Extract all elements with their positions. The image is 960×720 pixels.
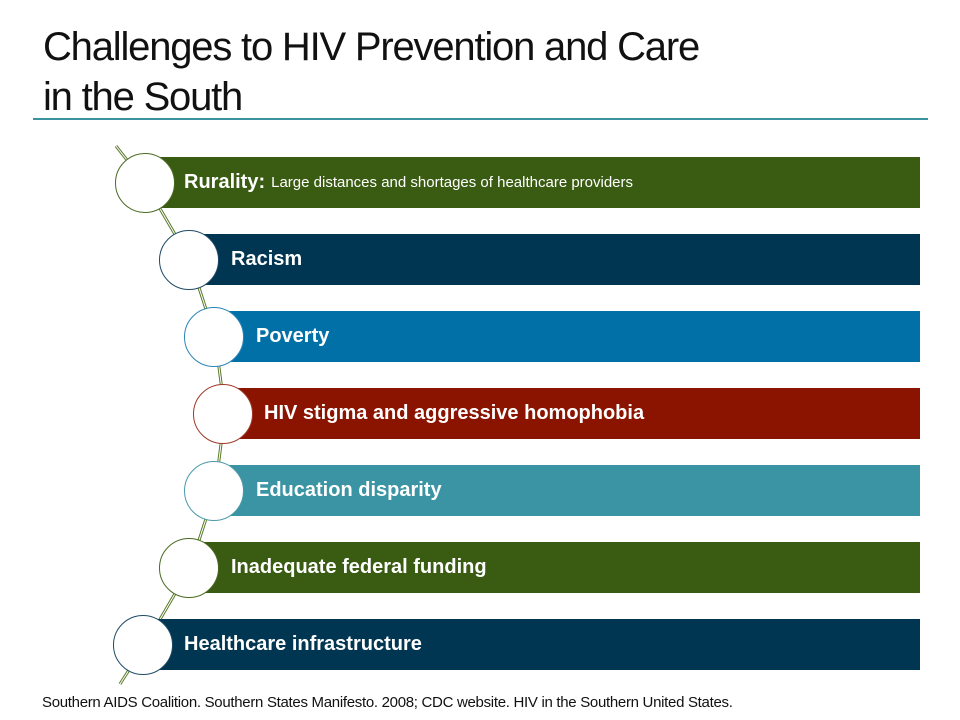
challenge-bar-racism: Racism [195,234,920,285]
challenge-label: Racism [231,248,303,270]
title-line-2: in the South [43,75,243,119]
challenge-bar-poverty: Poverty [220,311,920,362]
challenge-bar-funding: Inadequate federal funding [195,542,920,593]
challenge-bar-rurality: Rurality: Large distances and shortages … [150,157,920,208]
bullet-circle [193,384,253,444]
challenge-label: Inadequate federal funding [231,556,487,578]
bullet-circle [159,538,219,598]
citation-footer: Southern AIDS Coalition. Southern States… [42,694,733,711]
challenge-label: Rurality: [184,171,266,193]
title-divider [33,118,928,120]
bullet-circle [184,307,244,367]
challenge-bar-hiv-stigma: HIV stigma and aggressive homophobia [228,388,920,439]
challenge-label: HIV stigma and aggressive homophobia [264,402,645,424]
challenge-description: Large distances and shortages of healthc… [271,174,634,191]
bullet-circle [115,153,175,213]
challenge-label: Healthcare infrastructure [184,633,422,655]
challenge-bar-education: Education disparity [220,465,920,516]
challenge-bar-infrastructure: Healthcare infrastructure [150,619,920,670]
bullet-circle [113,615,173,675]
bullet-circle [159,230,219,290]
challenge-label: Poverty [256,325,330,347]
bullet-circle [184,461,244,521]
title-line-1: Challenges to HIV Prevention and Care [43,25,700,69]
slide-title: Challenges to HIV Prevention and Care in… [43,22,700,122]
challenge-label: Education disparity [256,479,442,501]
